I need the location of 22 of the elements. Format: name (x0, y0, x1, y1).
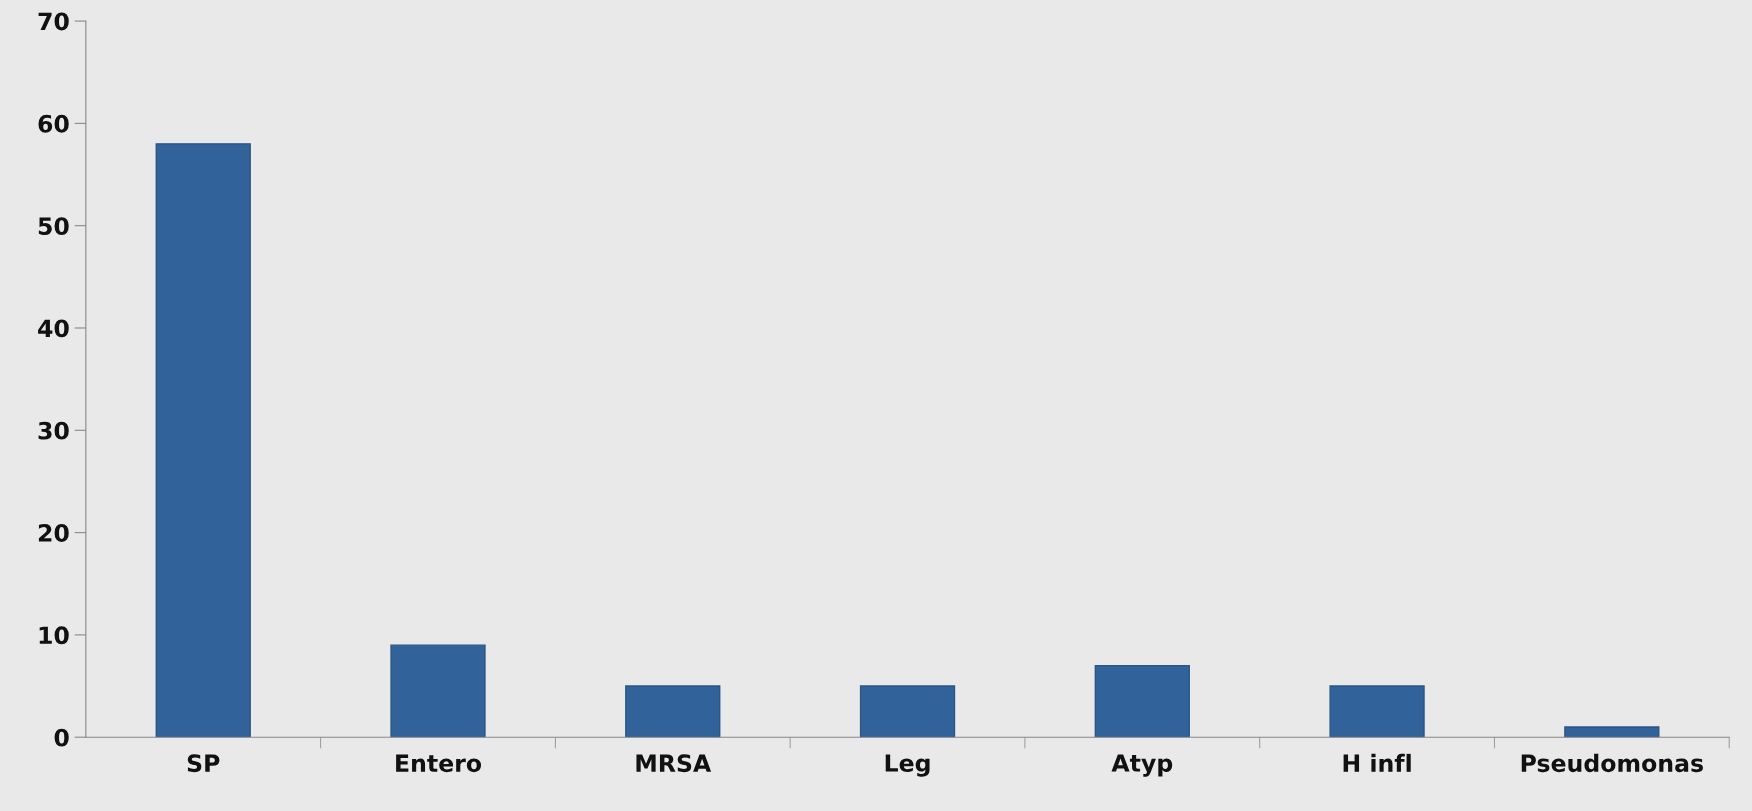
bar (1094, 664, 1190, 738)
bar (859, 685, 956, 738)
y-tick-label: 30 (38, 421, 69, 440)
x-tick-label: Leg (885, 754, 930, 777)
y-tick-label: 70 (38, 12, 69, 31)
y-tick-label: 50 (38, 217, 69, 235)
x-tick-label: Entero (396, 754, 482, 773)
x-tick-label: Atyp (1111, 754, 1173, 777)
bar (625, 685, 721, 738)
bar (1329, 685, 1425, 738)
x-tick-label: SP (187, 754, 220, 773)
y-tick-label: 40 (38, 319, 69, 338)
x-tick-label: Pseudomonas (1521, 753, 1703, 773)
y-tick-label: 10 (39, 626, 69, 645)
x-tick-label: H infl (1343, 753, 1411, 772)
bar (155, 143, 251, 738)
x-tick-label: MRSA (636, 754, 712, 773)
y-tick-label: 60 (38, 114, 69, 133)
y-tick-label: 0 (54, 728, 69, 747)
y-tick-label: 20 (38, 524, 69, 542)
bar (390, 644, 486, 738)
bar (1564, 726, 1660, 738)
